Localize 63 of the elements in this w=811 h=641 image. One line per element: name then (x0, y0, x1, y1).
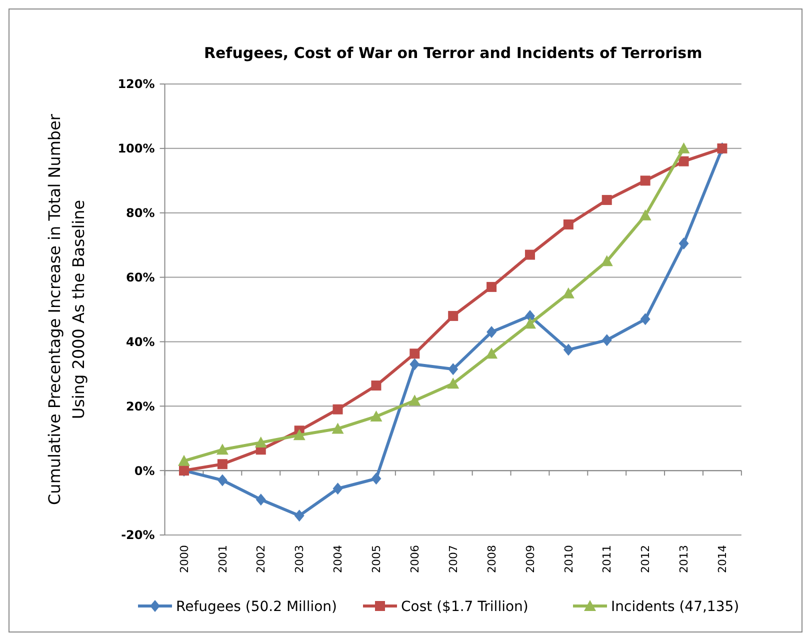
point (332, 422, 344, 434)
point (486, 326, 497, 338)
point (408, 394, 421, 406)
y-tick-label: 120% (118, 77, 155, 92)
legend-label: Cost ($1.7 Trillion) (401, 598, 528, 615)
y-tick-label: 100% (118, 142, 155, 156)
point (486, 348, 498, 359)
x-tick-label: 2011 (600, 545, 614, 573)
point (410, 358, 420, 370)
y-tick-label: 20% (126, 399, 155, 414)
legend-label: Refugees (50.2 Million) (176, 598, 337, 615)
x-tick-label: 2002 (254, 545, 268, 573)
point (678, 156, 689, 166)
x-tick-label: 2009 (524, 545, 537, 573)
point (447, 378, 460, 389)
point (217, 459, 228, 470)
point (524, 310, 535, 322)
point (563, 344, 574, 356)
x-tick-label: 2000 (178, 545, 191, 573)
x-tick-label: 2004 (332, 545, 345, 573)
y-tick-label: 0% (134, 464, 155, 478)
point (678, 237, 689, 250)
x-tick-label: 2003 (293, 545, 306, 573)
y-tick-label: 80% (126, 206, 155, 220)
point (293, 429, 306, 440)
point (410, 348, 420, 359)
point (640, 313, 650, 326)
point (602, 334, 612, 346)
point (256, 494, 266, 506)
point (639, 209, 652, 220)
x-tick-label: 2010 (562, 545, 576, 573)
chart-title: Refugees, Cost of War on Terror and Incidents of Terrorism (204, 44, 702, 62)
x-tick-label: 2006 (408, 545, 422, 573)
point (602, 194, 612, 205)
y-axis-title: Cumulative Precentage Increase in Total Number Using 2000 As the Baseline (45, 114, 88, 505)
point (216, 444, 228, 455)
point (217, 474, 228, 486)
x-tick-label: 2001 (216, 545, 230, 573)
point (332, 482, 343, 495)
legend-label: Incidents (47,135) (611, 598, 740, 615)
x-tick-label: 2014 (716, 545, 730, 573)
point (371, 472, 382, 485)
x-tick-label: 2013 (678, 545, 691, 573)
y-tick-label: 60% (126, 270, 155, 284)
point (371, 380, 382, 391)
point (332, 404, 343, 414)
point (448, 310, 458, 321)
point (294, 510, 304, 522)
point (254, 436, 267, 448)
point (448, 363, 458, 376)
point (563, 219, 574, 230)
point (524, 250, 535, 260)
point (178, 454, 190, 466)
y-tick-label: -20% (121, 528, 155, 542)
x-tick-label: 2005 (370, 545, 384, 573)
point (370, 410, 382, 422)
point (486, 282, 497, 292)
x-tick-label: 2008 (485, 545, 498, 573)
x-tick-label: 2007 (446, 545, 460, 573)
y-tick-label: 40% (126, 334, 155, 349)
x-tick-label: 2012 (639, 545, 652, 573)
point (678, 142, 690, 154)
point (640, 176, 650, 186)
